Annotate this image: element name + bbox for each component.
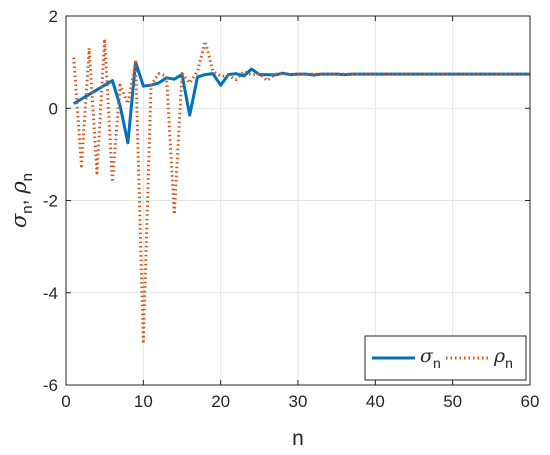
x-tick-label: 30: [289, 392, 308, 411]
ylabel-sub-1: n: [19, 205, 36, 213]
legend-sub-sigma: n: [433, 355, 441, 371]
series-line-sigma: [72, 60, 530, 145]
y-tick-label: -4: [43, 284, 58, 303]
legend-symbol-sigma: σ: [420, 345, 434, 367]
x-tick-label: 20: [211, 392, 230, 411]
legend: σn ρn: [364, 335, 527, 381]
legend-symbol-rho: ρ: [493, 345, 506, 367]
legend-sub-rho: n: [505, 355, 513, 371]
x-tick-label: 60: [521, 392, 540, 411]
y-axis-label: σn, ρn: [7, 173, 36, 228]
x-tick-label: 10: [134, 392, 153, 411]
ticks: [65, 15, 531, 386]
x-tick-label: 40: [366, 392, 385, 411]
y-tick-label: 0: [49, 99, 58, 118]
ylabel-sigma: σ: [7, 213, 31, 228]
x-tick-label: 50: [443, 392, 462, 411]
x-axis-label: n: [292, 427, 304, 450]
svg-text:σn, ρn: σn, ρn: [7, 173, 36, 228]
ylabel-comma: ,: [8, 194, 31, 206]
x-tick-label: 0: [61, 392, 70, 411]
ylabel-sub-2: n: [19, 173, 36, 181]
ylabel-rho: ρ: [7, 181, 31, 195]
y-tick-label: 2: [49, 7, 58, 26]
legend-label-sigma: σn: [420, 345, 441, 371]
y-tick-label: -6: [43, 376, 58, 395]
legend-label-rho: ρn: [493, 345, 513, 371]
tick-labels: 0 10 20 30 40 50 60 -6 -4 -2 0 2: [43, 7, 540, 411]
series-group: [72, 37, 530, 343]
y-tick-label: -2: [43, 192, 58, 211]
